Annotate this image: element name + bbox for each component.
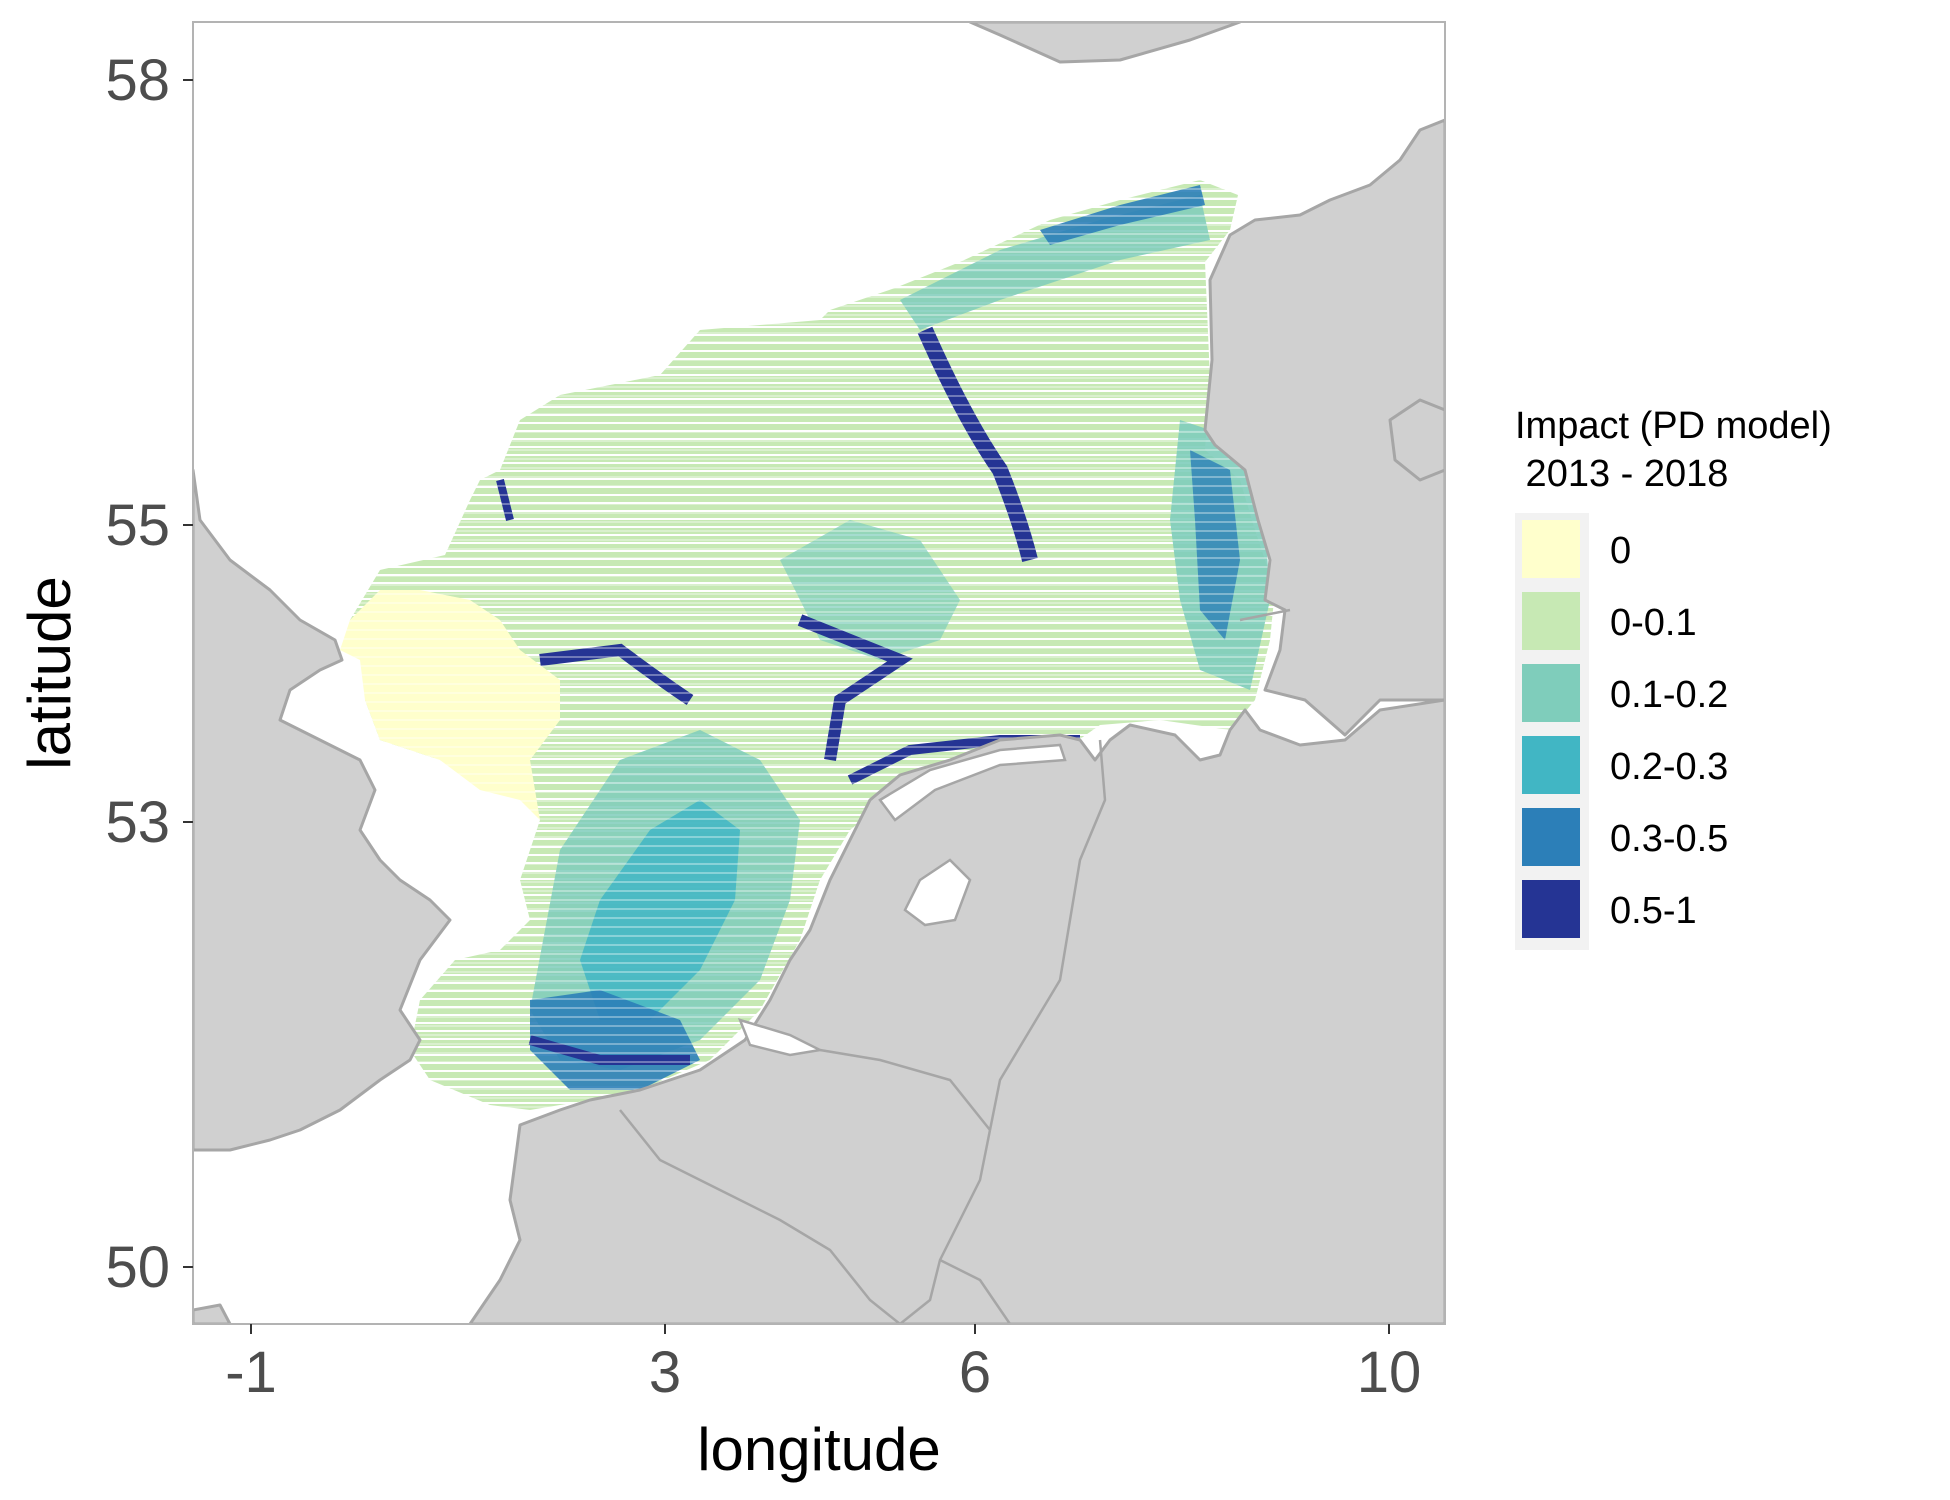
legend-label-0: 0 [1610, 530, 1631, 572]
panel-border [192, 21, 1446, 1325]
y-axis-title: latitude [16, 576, 83, 769]
legend-swatch-0 [1522, 520, 1580, 578]
border-be-de [899, 1129, 992, 1324]
x-tick-label-3: 3 [649, 1340, 681, 1405]
border-lux [939, 1258, 1012, 1324]
y-tick-label-55: 55 [105, 493, 170, 558]
land-norway [968, 22, 1242, 64]
impact-patch-mid [900, 195, 1210, 330]
legend-swatch-1 [1522, 592, 1580, 650]
y-tick-label-58: 58 [105, 48, 170, 113]
legend-swatch-3 [1522, 736, 1580, 794]
land [193, 22, 1445, 1324]
inland-water [400, 743, 1067, 1165]
impact-ridge [797, 614, 913, 761]
legend-swatch-2 [1522, 664, 1580, 722]
legend-keys: 0 0-0.1 0.1-0.2 0.2-0.3 0.3-0.5 0.5-1 [1522, 520, 1728, 938]
legend-key-background [1515, 513, 1589, 950]
legend-label-3: 0.2-0.3 [1610, 746, 1728, 788]
x-tick-label-6: 6 [959, 1340, 991, 1405]
wadden-sea [878, 743, 1067, 822]
legend-swatch-5 [1522, 880, 1580, 938]
legend-title-line1: Impact (PD model) [1515, 405, 1832, 447]
land-germany-benelux [468, 698, 1445, 1324]
thames-estuary [400, 1130, 440, 1165]
y-tick-label-53: 53 [105, 790, 170, 855]
x-axis-title: longitude [697, 1416, 941, 1483]
land-france [193, 1303, 232, 1324]
impact-patch-high [1190, 450, 1240, 640]
x-tick-label-m1: -1 [225, 1340, 277, 1405]
border-nl-be [819, 1048, 991, 1131]
scheldt-estuary [737, 1018, 824, 1057]
border-nl-de [988, 739, 1107, 1131]
border-de-dk [1239, 608, 1291, 622]
border-be-fr [619, 1109, 901, 1324]
country-borders [619, 608, 1291, 1324]
impact-ridge [528, 1035, 690, 1065]
legend-title-line2: 2013 - 2018 [1515, 453, 1728, 495]
impact-patch-high [1040, 185, 1205, 245]
legend-label-2: 0.1-0.2 [1610, 674, 1728, 716]
legend: Impact (PD model) 2013 - 2018 0 0-0.1 0.1-… [1515, 405, 1832, 950]
map-panel [193, 22, 1445, 1324]
legend-label-4: 0.3-0.5 [1610, 818, 1728, 860]
ijsselmeer [903, 858, 972, 927]
legend-swatch-4 [1522, 808, 1580, 866]
y-axis: 58 55 53 50 latitude [16, 48, 193, 1300]
land-danish-islands [1388, 398, 1445, 482]
x-tick-label-10: 10 [1357, 1340, 1422, 1405]
x-axis: -1 3 6 10 longitude [225, 1324, 1421, 1483]
land-denmark [1203, 118, 1445, 737]
y-tick-label-50: 50 [105, 1235, 170, 1300]
legend-label-5: 0.5-1 [1610, 890, 1697, 932]
land-england [193, 468, 452, 1152]
legend-label-1: 0-0.1 [1610, 602, 1697, 644]
